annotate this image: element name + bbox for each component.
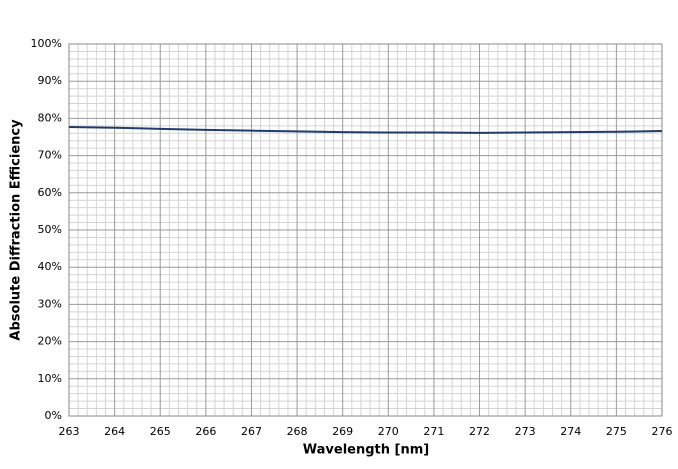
y-tick-label: 90% <box>38 74 62 87</box>
y-axis-title: Absolute Diffraction Efficiency <box>9 119 24 341</box>
x-tick-label: 266 <box>195 425 216 438</box>
x-tick-label: 264 <box>104 425 125 438</box>
x-tick-label: 263 <box>59 425 80 438</box>
y-tick-label: 0% <box>45 409 62 422</box>
y-tick-label: 10% <box>38 372 62 385</box>
x-tick-label: 271 <box>423 425 444 438</box>
y-tick-label: 80% <box>38 111 62 124</box>
x-tick-label: 268 <box>287 425 308 438</box>
x-tick-label: 275 <box>606 425 627 438</box>
x-tick-label: 272 <box>469 425 490 438</box>
y-tick-label: 40% <box>38 260 62 273</box>
x-tick-label: 273 <box>515 425 536 438</box>
x-tick-label: 276 <box>652 425 673 438</box>
y-tick-label: 100% <box>31 37 62 50</box>
x-tick-label: 269 <box>332 425 353 438</box>
x-axis-title: Wavelength [nm] <box>303 443 429 458</box>
x-tick-label: 274 <box>560 425 581 438</box>
y-tick-label: 70% <box>38 149 62 162</box>
y-tick-label: 50% <box>38 223 62 236</box>
x-tick-label: 270 <box>378 425 399 438</box>
y-tick-label: 60% <box>38 186 62 199</box>
data-line <box>68 125 663 134</box>
y-tick-label: 20% <box>38 335 62 348</box>
y-tick-label: 30% <box>38 297 62 310</box>
x-tick-label: 267 <box>241 425 262 438</box>
x-tick-label: 265 <box>150 425 171 438</box>
major-grid <box>68 43 663 417</box>
plot-frame <box>68 43 663 417</box>
